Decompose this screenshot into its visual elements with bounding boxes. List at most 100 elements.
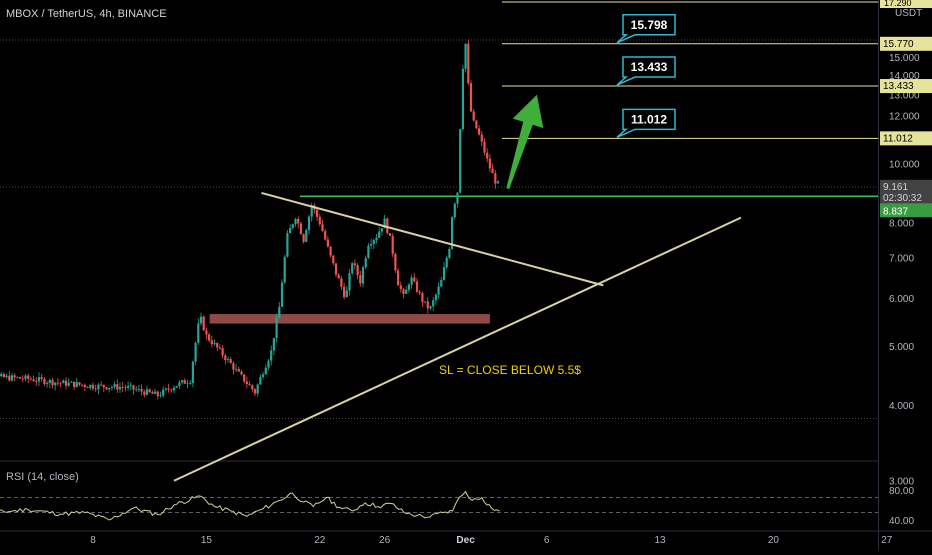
candle-body — [324, 231, 327, 240]
candle-body — [235, 368, 238, 370]
candle-body — [170, 389, 173, 391]
candle-body — [332, 255, 335, 264]
price-tick-label: 5.000 — [889, 342, 914, 353]
candle-body — [413, 277, 416, 282]
candle-body — [370, 243, 373, 246]
candle-body — [467, 43, 470, 84]
candle-body — [189, 383, 192, 384]
candle-body — [429, 306, 432, 309]
candle-body — [40, 377, 43, 379]
candle-body — [224, 355, 227, 360]
time-tick-label: 8 — [90, 535, 96, 546]
candle-body — [186, 383, 189, 385]
top-price-value: 17.290 — [884, 0, 912, 8]
candle-body — [459, 129, 462, 193]
target-price-badge — [880, 36, 932, 51]
candle-body — [240, 371, 243, 375]
price-tick-label: 3.000 — [889, 477, 914, 488]
candle-body — [124, 387, 127, 389]
candle-body — [453, 203, 456, 218]
candle-body — [108, 387, 111, 390]
candle-body — [97, 384, 100, 390]
candle-body — [86, 386, 89, 388]
candle-body — [448, 248, 451, 258]
candle-body — [46, 383, 49, 384]
candle-body — [251, 385, 254, 390]
support-price-value: 8.837 — [883, 206, 908, 217]
candle-body — [70, 381, 73, 383]
candle-body — [286, 233, 289, 257]
candle-body — [37, 377, 41, 382]
candle-body — [64, 380, 68, 386]
candle-body — [248, 383, 251, 386]
price-tick-label: 7.000 — [889, 254, 914, 265]
candle-body — [372, 239, 375, 244]
candle-body — [378, 231, 381, 238]
candle-body — [461, 68, 464, 130]
candle-body — [267, 360, 270, 368]
candle-body — [110, 387, 113, 388]
candle-body — [229, 359, 232, 364]
price-tick-label: 15.000 — [889, 53, 920, 64]
candle-body — [432, 300, 435, 307]
candle-body — [305, 230, 308, 242]
candle-body — [16, 377, 19, 378]
candle-body — [456, 192, 459, 204]
candle-body — [383, 218, 386, 229]
candle-body — [148, 389, 151, 393]
candle-body — [351, 263, 354, 274]
candle-body — [194, 342, 197, 362]
candle-body — [197, 323, 200, 343]
candle-body — [81, 384, 84, 386]
candle-body — [156, 391, 159, 397]
candle-body — [256, 384, 259, 394]
candle-body — [32, 379, 35, 382]
candle-body — [278, 306, 281, 318]
candle-body — [51, 379, 54, 386]
candle-body — [29, 378, 32, 380]
price-tick-label: 10.000 — [889, 160, 920, 171]
candle-body — [132, 385, 135, 390]
candle-body — [488, 158, 491, 169]
candle-body — [105, 387, 108, 390]
countdown-value: 02:30:32 — [883, 193, 922, 204]
time-tick-label: Dec — [456, 535, 475, 546]
candle-body — [210, 340, 213, 345]
candle-body — [10, 375, 14, 381]
candle-body — [56, 382, 59, 384]
candle-body — [375, 237, 378, 240]
price-tick-label: 12.000 — [889, 112, 920, 123]
rsi-tick-label: 80.00 — [889, 486, 914, 497]
candle-body — [329, 246, 332, 256]
support-price-badge — [880, 203, 932, 218]
candle-body — [21, 378, 24, 380]
candle-body — [67, 382, 70, 386]
target-price-badge-text: 11.012 — [883, 133, 913, 144]
target-price-badge-text: 15.770 — [883, 39, 914, 50]
candle-body — [345, 290, 348, 298]
candle-body — [143, 391, 146, 395]
candle-body — [343, 286, 346, 298]
stop-loss-note: SL = CLOSE BELOW 5.5$ — [439, 363, 581, 377]
candle-body — [353, 263, 356, 266]
current-price-value: 9.161 — [883, 182, 908, 193]
candle-body — [464, 43, 467, 69]
candle-body — [91, 384, 95, 389]
target-price-badge — [880, 79, 932, 94]
candle-body — [275, 317, 278, 339]
price-tick-label: 6.000 — [889, 294, 914, 305]
candle-body — [199, 316, 203, 324]
target-callout-label: 15.798 — [631, 18, 668, 32]
candle-body — [310, 205, 313, 217]
stop-loss-zone — [209, 314, 490, 324]
candle-body — [8, 375, 11, 381]
time-tick-label: 13 — [654, 535, 666, 546]
candle-body — [391, 235, 394, 254]
candle-body — [232, 363, 235, 370]
candle-body — [262, 374, 265, 377]
candle-body — [397, 270, 400, 286]
candle-body — [140, 388, 143, 392]
candle-body — [483, 141, 486, 153]
